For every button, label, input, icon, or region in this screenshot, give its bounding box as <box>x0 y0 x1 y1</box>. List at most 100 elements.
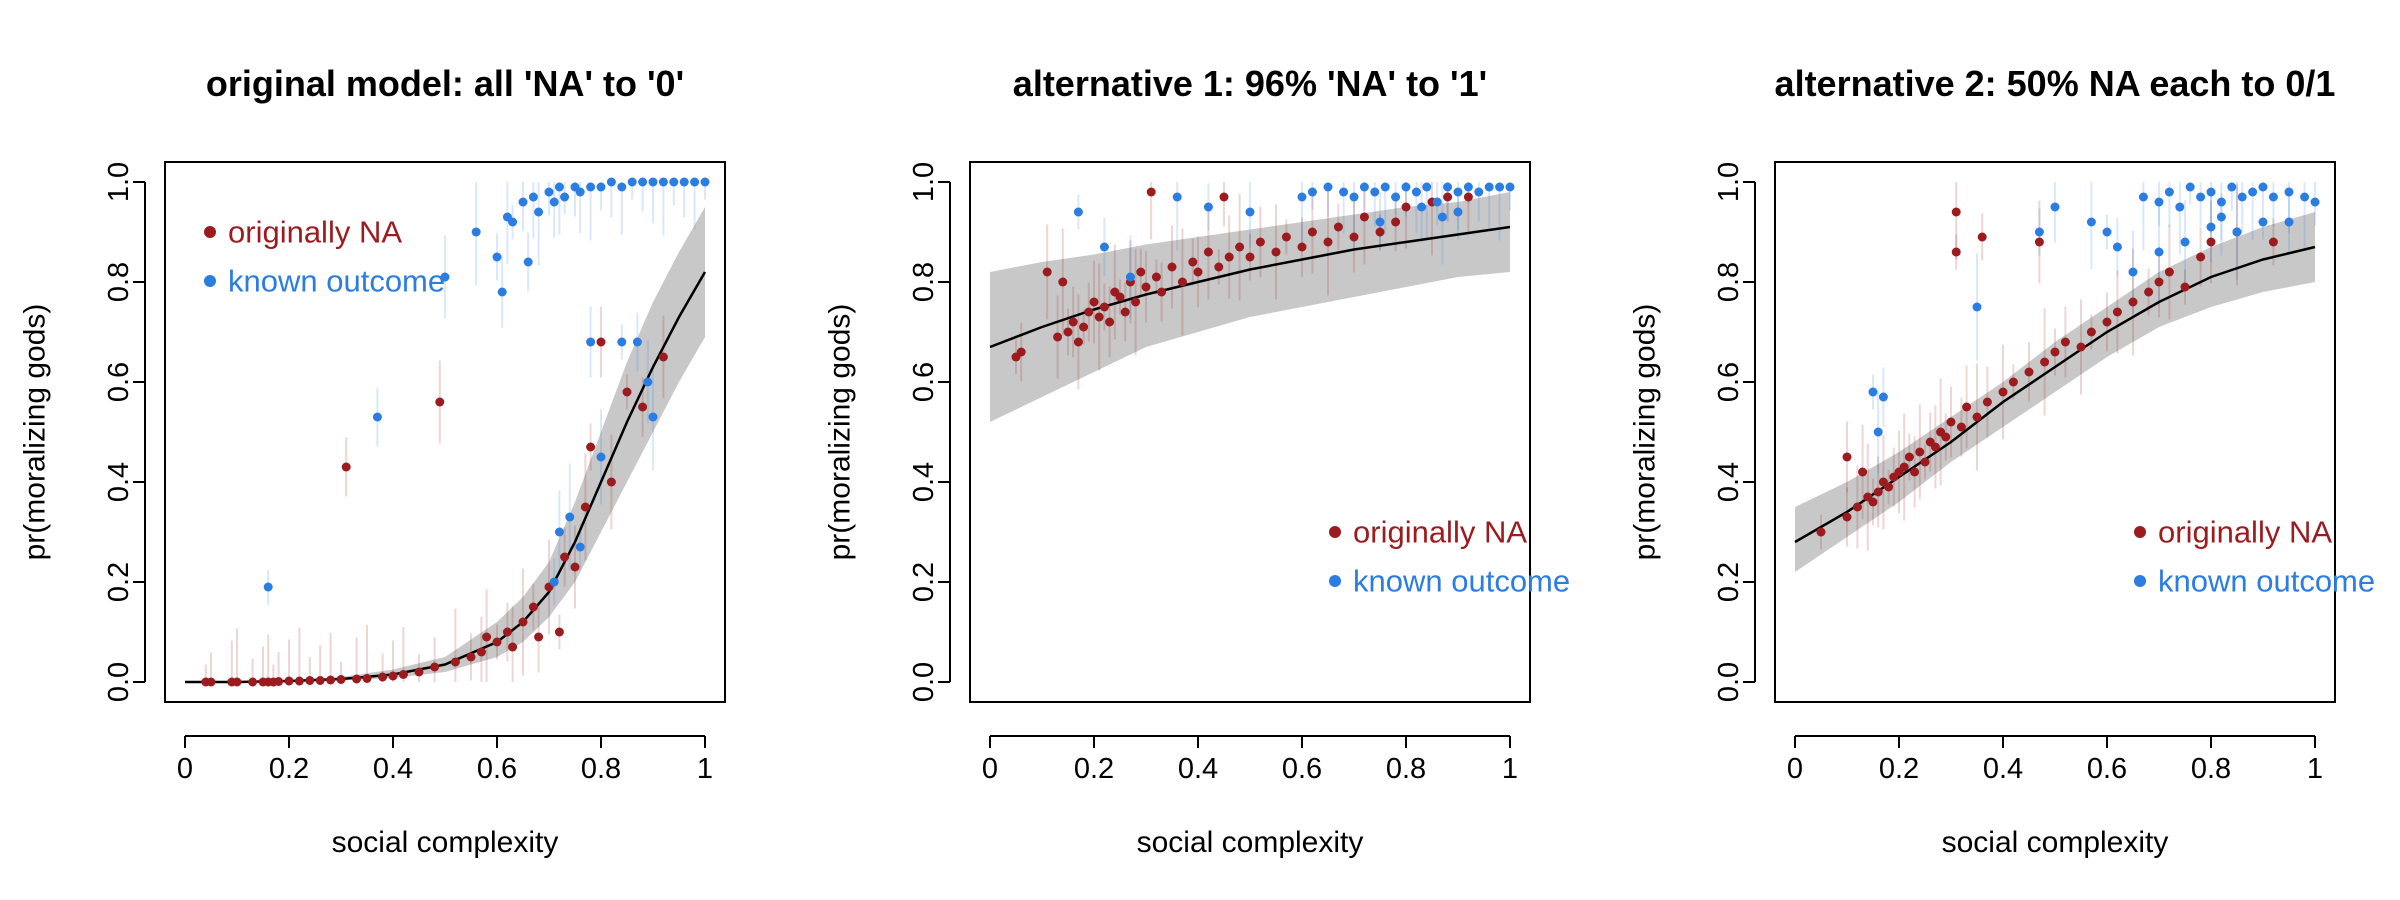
point-originally-na <box>1235 242 1245 252</box>
point-originally-na <box>2144 287 2154 297</box>
point-originally-na <box>508 642 518 652</box>
point-originally-na <box>1349 232 1359 242</box>
y-axis-label: pr(moralizing gods) <box>19 304 52 561</box>
point-originally-na <box>1188 257 1198 267</box>
point-known-outcome <box>528 192 538 202</box>
point-originally-na <box>1910 467 1920 477</box>
point-originally-na <box>1203 247 1213 257</box>
y-tick-label: 0.2 <box>103 562 135 602</box>
point-known-outcome <box>1401 182 1411 192</box>
point-originally-na <box>1962 402 1972 412</box>
point-known-outcome <box>627 177 637 187</box>
point-originally-na <box>1463 192 1473 202</box>
point-known-outcome <box>523 257 533 267</box>
x-tick-label: 0.6 <box>477 753 517 785</box>
point-originally-na <box>1105 317 1115 327</box>
legend-marker-known-outcome <box>2134 575 2146 587</box>
point-known-outcome <box>518 197 528 207</box>
point-originally-na <box>1391 217 1401 227</box>
point-known-outcome <box>1868 387 1878 397</box>
point-originally-na <box>502 627 512 637</box>
point-known-outcome <box>2102 227 2112 237</box>
x-tick-label: 0.6 <box>1282 753 1322 785</box>
confidence-band <box>1795 212 2315 572</box>
point-originally-na <box>1245 252 1255 262</box>
point-originally-na <box>1167 262 1177 272</box>
point-known-outcome <box>2196 192 2206 202</box>
point-known-outcome <box>1297 192 1307 202</box>
x-tick-label: 0.6 <box>2087 753 2127 785</box>
legend-marker-originally-na <box>204 226 216 238</box>
point-originally-na <box>570 562 580 572</box>
point-known-outcome <box>492 252 502 262</box>
point-known-outcome <box>508 217 518 227</box>
point-originally-na <box>606 477 616 487</box>
legend-marker-known-outcome <box>204 275 216 287</box>
point-originally-na <box>1842 452 1852 462</box>
point-known-outcome <box>560 192 570 202</box>
point-originally-na <box>232 677 242 687</box>
point-known-outcome <box>586 337 596 347</box>
y-tick-label: 0.4 <box>103 462 135 502</box>
y-axis-label: pr(moralizing gods) <box>824 304 857 561</box>
point-known-outcome <box>2180 237 2190 247</box>
point-originally-na <box>1058 277 1068 287</box>
x-axis-label: social complexity <box>1942 826 2169 859</box>
point-originally-na <box>482 632 492 642</box>
point-known-outcome <box>565 512 575 522</box>
point-known-outcome <box>617 182 627 192</box>
point-known-outcome <box>1359 182 1369 192</box>
point-known-outcome <box>534 207 544 217</box>
point-originally-na <box>1956 422 1966 432</box>
legend-label: known outcome <box>1353 564 1570 599</box>
x-tick-label: 0.4 <box>1983 753 2023 785</box>
point-originally-na <box>1816 527 1826 537</box>
point-originally-na <box>1401 202 1411 212</box>
point-originally-na <box>1951 207 1961 217</box>
point-originally-na <box>1998 387 2008 397</box>
point-originally-na <box>2102 317 2112 327</box>
point-originally-na <box>1193 267 1203 277</box>
point-originally-na <box>1094 312 1104 322</box>
x-tick-label: 0.4 <box>1178 753 1218 785</box>
point-known-outcome <box>1873 427 1883 437</box>
point-originally-na <box>586 442 596 452</box>
point-originally-na <box>1219 192 1229 202</box>
legend-label: known outcome <box>228 264 445 299</box>
point-known-outcome <box>549 577 559 587</box>
point-known-outcome <box>544 187 554 197</box>
point-originally-na <box>528 602 538 612</box>
point-originally-na <box>1359 212 1369 222</box>
point-known-outcome <box>1972 302 1982 312</box>
point-known-outcome <box>2185 182 2195 192</box>
point-originally-na <box>388 671 398 681</box>
point-known-outcome <box>2086 217 2096 227</box>
point-originally-na <box>2154 277 2164 287</box>
point-originally-na <box>1136 267 1146 277</box>
point-originally-na <box>294 676 304 686</box>
point-known-outcome <box>1417 202 1427 212</box>
y-tick-label: 0.4 <box>908 462 940 502</box>
y-tick-label: 1.0 <box>103 162 135 202</box>
fit-curve <box>989 225 1511 349</box>
point-originally-na <box>622 387 632 397</box>
point-originally-na <box>1842 512 1852 522</box>
x-tick-label: 0.2 <box>1074 753 1114 785</box>
y-tick-label: 0.0 <box>103 662 135 702</box>
point-originally-na <box>1920 457 1930 467</box>
point-originally-na <box>1255 237 1265 247</box>
y-tick-label: 0.8 <box>908 262 940 302</box>
point-originally-na <box>638 402 648 412</box>
point-originally-na <box>1131 297 1141 307</box>
point-originally-na <box>2034 237 2044 247</box>
point-known-outcome <box>372 412 382 422</box>
point-originally-na <box>435 397 445 407</box>
legend-marker-originally-na <box>1329 526 1341 538</box>
point-known-outcome <box>1411 187 1421 197</box>
point-known-outcome <box>2206 222 2216 232</box>
x-tick-label: 1 <box>2307 753 2323 785</box>
point-known-outcome <box>643 377 653 387</box>
point-originally-na <box>1982 397 1992 407</box>
point-originally-na <box>248 677 258 687</box>
